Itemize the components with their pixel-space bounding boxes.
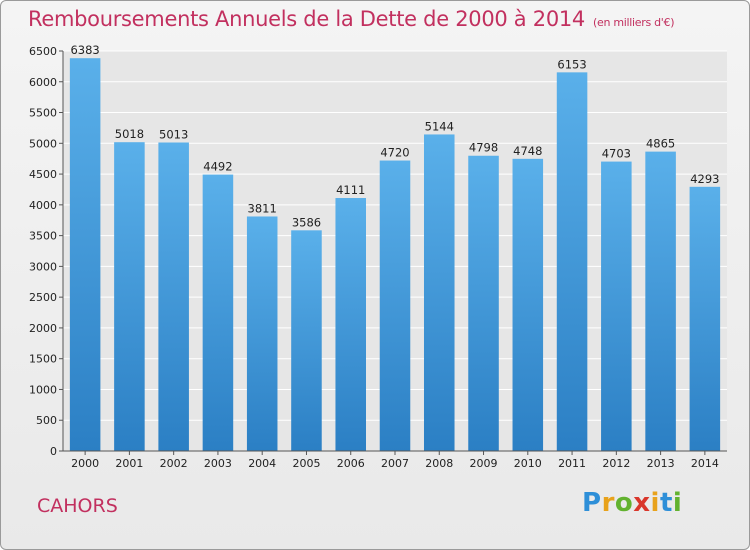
logo-letter: t: [659, 488, 673, 518]
bar-2009: [468, 155, 499, 452]
bar-2013: [645, 151, 676, 451]
logo-letter: P: [582, 488, 602, 518]
bar-value-label: 5018: [115, 127, 144, 141]
x-tick-label: 2006: [337, 457, 365, 470]
bar-2002: [158, 142, 189, 451]
y-tick-label: 500: [36, 414, 57, 427]
x-tick-label: 2001: [115, 457, 143, 470]
bar-value-label: 6383: [70, 43, 99, 57]
logo-letter: i: [650, 488, 660, 518]
y-tick-label: 4500: [29, 168, 57, 181]
bar-2005: [291, 230, 322, 451]
y-tick-label: 3500: [29, 230, 57, 243]
bars: 6383 5018 5013 4492 3811 3586 4111 4720 5144 4798…: [69, 43, 721, 452]
y-tick-label: 2500: [29, 291, 57, 304]
y-tick-label: 1000: [29, 383, 57, 396]
y-tick-label: 6000: [29, 76, 57, 89]
y-axis: 0 500 1000 1500 2000 2500 3000 3500 4000 4500 5000…: [29, 45, 64, 458]
x-tick-label: 2002: [160, 457, 188, 470]
city-name: CAHORS: [37, 495, 118, 517]
bar-value-label: 5013: [159, 128, 188, 142]
y-tick-label: 5000: [29, 137, 57, 150]
x-tick-label: 2003: [204, 457, 232, 470]
x-tick-label: 2013: [647, 457, 675, 470]
x-tick-label: 2010: [514, 457, 542, 470]
x-tick-label: 2007: [381, 457, 409, 470]
logo-letter: o: [614, 488, 634, 518]
logo-letter: i: [672, 488, 683, 518]
bar-value-label: 5144: [425, 119, 454, 133]
y-tick-label: 0: [50, 445, 57, 458]
y-tick-label: 1500: [29, 353, 57, 366]
y-tick-label: 6500: [29, 45, 57, 58]
x-tick-label: 2014: [691, 457, 719, 470]
bar-2004: [246, 216, 278, 451]
bar-2014: [689, 186, 721, 451]
bar-2008: [423, 134, 455, 451]
bar-value-label: 4798: [469, 141, 498, 155]
bar-value-label: 4111: [336, 183, 365, 197]
logo-letter: r: [601, 488, 615, 518]
bar-value-label: 3811: [248, 201, 277, 215]
bar-2012: [601, 161, 632, 451]
y-tick-label: 5500: [29, 107, 57, 120]
x-tick-label: 2011: [558, 457, 586, 470]
bar-2007: [379, 160, 411, 452]
x-tick-label: 2000: [71, 457, 99, 470]
bar-value-label: 4293: [690, 172, 719, 186]
bar-value-label: 4748: [513, 144, 542, 158]
proxiti-logo: Proxiti: [582, 488, 682, 518]
y-tick-label: 3000: [29, 260, 57, 273]
bar-value-label: 4865: [646, 137, 675, 151]
x-axis: 2000 2001 2002 2003 2004 2005 2006 2007 2008 2009…: [63, 450, 727, 470]
x-tick-label: 2009: [470, 457, 498, 470]
x-tick-label: 2005: [292, 457, 320, 470]
bar-value-label: 3586: [292, 215, 321, 229]
bar-value-label: 4720: [380, 146, 409, 160]
logo-letter: x: [633, 488, 651, 518]
bar-2000: [69, 58, 101, 451]
bar-2011: [556, 72, 588, 451]
bar-value-label: 4492: [203, 160, 232, 174]
chart-title-text: Remboursements Annuels de la Dette de 20…: [28, 7, 585, 31]
x-tick-label: 2004: [248, 457, 276, 470]
bar-2001: [114, 142, 145, 451]
chart-title: Remboursements Annuels de la Dette de 20…: [28, 7, 674, 31]
bar-2003: [202, 174, 234, 451]
bar-value-label: 6153: [557, 57, 586, 71]
bar-value-label: 4703: [602, 147, 631, 161]
bar-2006: [335, 198, 366, 451]
chart-subtitle: (en milliers d'€): [593, 16, 675, 29]
y-tick-label: 2000: [29, 322, 57, 335]
x-tick-label: 2012: [602, 457, 630, 470]
y-tick-label: 4000: [29, 199, 57, 212]
x-tick-label: 2008: [425, 457, 453, 470]
bar-2010: [512, 158, 544, 451]
